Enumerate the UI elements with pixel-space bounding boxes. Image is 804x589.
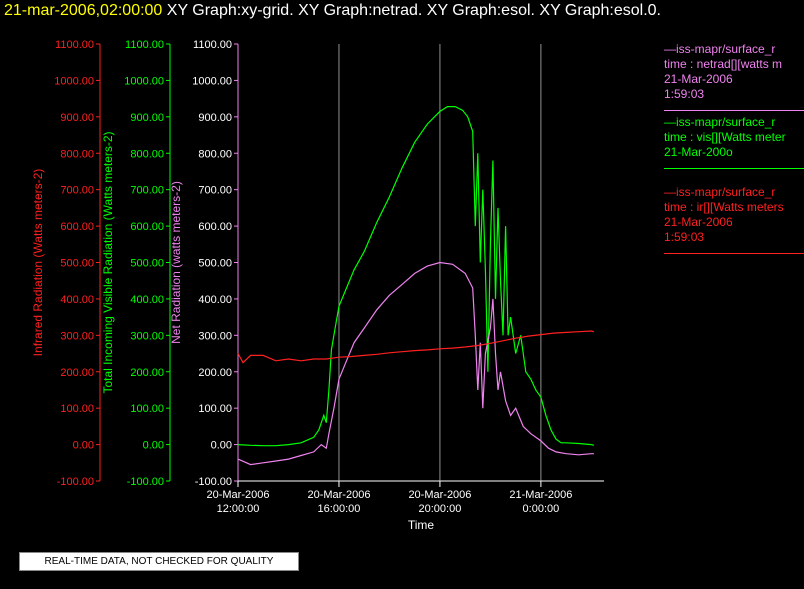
y-tick-label: 1100.00: [55, 39, 94, 51]
y-tick-label: 400.00: [198, 294, 232, 306]
y-tick-label: -100.00: [195, 476, 232, 488]
legend-line: time : ir[][Watts meters: [664, 200, 784, 214]
y-tick-label: 900.00: [198, 112, 232, 124]
y-tick-label: 0.00: [143, 440, 164, 452]
y-tick-label: 0.00: [73, 440, 94, 452]
y-tick-label: 600.00: [60, 221, 94, 233]
y-tick-label: 500.00: [130, 258, 164, 270]
legend-line: time : vis[][Watts meter: [664, 130, 786, 144]
legend-line: —iss-mapr/surface_r: [664, 42, 776, 56]
y-tick-label: 600.00: [130, 221, 164, 233]
x-tick-date: 20-Mar-2006: [408, 489, 471, 501]
x-tick-date: 21-Mar-2006: [509, 489, 572, 501]
y-tick-label: 1100.00: [193, 39, 232, 51]
legend-entry: —iss-mapr/surface_r time : netrad[][watts…: [664, 42, 804, 102]
y-tick-label: 200.00: [198, 367, 232, 379]
y-tick-label: 1000.00: [124, 75, 164, 87]
legend-line: —iss-mapr/surface_r: [664, 115, 776, 129]
y-tick-label: 700.00: [198, 185, 232, 197]
y-tick-label: -100.00: [127, 476, 164, 488]
x-tick-date: 20-Mar-2006: [307, 489, 370, 501]
x-tick-time: 12:00:00: [217, 503, 260, 515]
y-axis-label: Net Radiation (watts meters-2): [169, 181, 183, 344]
y-tick-label: 600.00: [198, 221, 232, 233]
y-tick-label: 500.00: [60, 258, 94, 270]
y-tick-label: 900.00: [130, 112, 164, 124]
quality-note: REAL-TIME DATA, NOT CHECKED FOR QUALITY: [19, 552, 299, 571]
legend-line: time : netrad[][watts m: [664, 57, 783, 71]
y-tick-label: 800.00: [60, 148, 94, 160]
series-line-net: [237, 261, 594, 466]
title-bar: 21-mar-2006,02:00:00 XY Graph:xy-grid. X…: [4, 2, 661, 20]
x-axis-label: Time: [408, 518, 435, 532]
series-line-ir: [237, 330, 595, 364]
y-tick-label: 1000.00: [192, 75, 232, 87]
y-tick-label: 700.00: [130, 185, 164, 197]
x-tick-date: 20-Mar-2006: [207, 489, 270, 501]
y-tick-label: 800.00: [198, 148, 232, 160]
x-tick-time: 16:00:00: [318, 503, 361, 515]
y-tick-label: 1100.00: [125, 39, 164, 51]
y-tick-label: -100.00: [57, 476, 94, 488]
legend-line: 1:59:03: [664, 87, 705, 101]
y-tick-label: 100.00: [198, 403, 232, 415]
legend-entry: —iss-mapr/surface_r time : vis[][Watts me…: [664, 115, 804, 160]
y-tick-label: 200.00: [130, 367, 164, 379]
legend-separator: [664, 110, 804, 111]
y-tick-label: 800.00: [130, 148, 164, 160]
y-axis-label: Total Incoming Visible Radiation (Watts …: [101, 131, 115, 393]
legend-line: 21-Mar-2006: [664, 215, 733, 229]
y-tick-label: 0.00: [211, 440, 232, 452]
series-line-vis: [237, 106, 595, 447]
timestamp: 21-mar-2006,02:00:00: [4, 2, 163, 19]
y-tick-label: 400.00: [130, 294, 164, 306]
y-tick-label: 300.00: [198, 330, 232, 342]
y-tick-label: 100.00: [60, 403, 94, 415]
y-tick-label: 400.00: [60, 294, 94, 306]
x-tick-time: 20:00:00: [419, 503, 462, 515]
y-axis-label: Infrared Radiation (Watts meters-2): [31, 169, 45, 357]
legend-entry: —iss-mapr/surface_r time : ir[][Watts met…: [664, 185, 804, 245]
legend-separator: [664, 253, 804, 254]
legend-line: 21-Mar-200o: [664, 145, 733, 159]
legend-line: 21-Mar-2006: [664, 72, 733, 86]
y-tick-label: 200.00: [60, 367, 94, 379]
y-tick-label: 900.00: [60, 112, 94, 124]
x-tick-time: 0:00:00: [523, 503, 560, 515]
y-tick-label: 100.00: [130, 403, 164, 415]
y-tick-label: 1000.00: [54, 75, 94, 87]
legend-line: 1:59:03: [664, 230, 705, 244]
graph-list: XY Graph:xy-grid. XY Graph:netrad. XY Gr…: [166, 2, 661, 19]
legend-line: —iss-mapr/surface_r: [664, 185, 776, 199]
y-tick-label: 500.00: [198, 258, 232, 270]
legend-separator: [664, 168, 804, 169]
y-tick-label: 300.00: [60, 330, 94, 342]
y-tick-label: 700.00: [60, 185, 94, 197]
y-tick-label: 300.00: [130, 330, 164, 342]
